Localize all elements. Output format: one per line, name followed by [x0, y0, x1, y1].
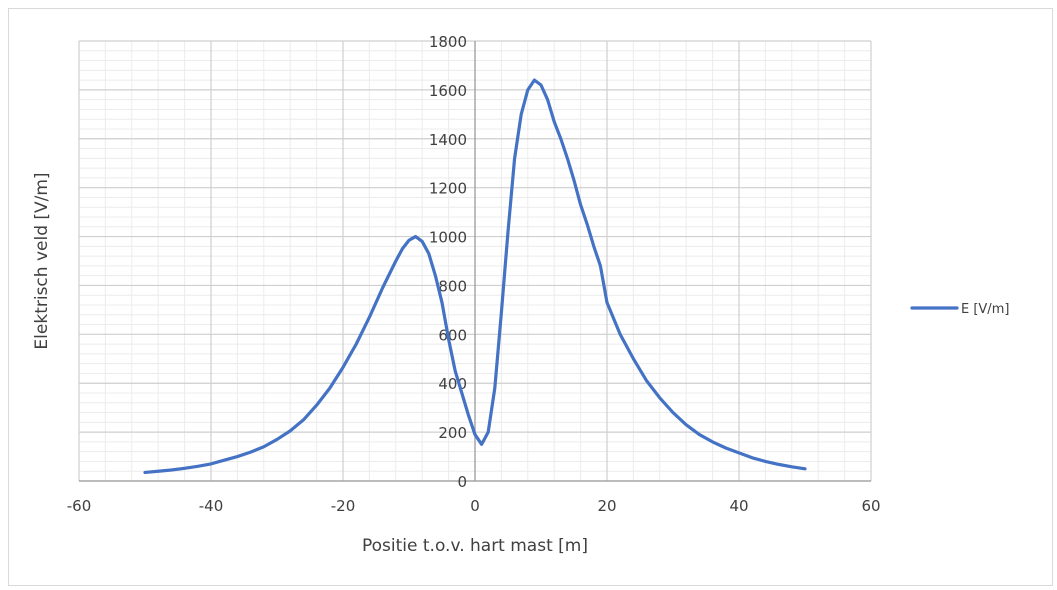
- data-point: [804, 468, 806, 470]
- data-point: [764, 460, 766, 462]
- data-point: [342, 366, 344, 368]
- y-tick-label: 200: [438, 424, 467, 442]
- data-point: [467, 414, 469, 416]
- chart-svg: -60 -40 -20 0 20 40 60 02004006008001000120014…: [32, 33, 1009, 556]
- chart-frame: -60 -40 -20 0 20 40 60 0 200 400 600 800 1000 1200 14…: [8, 8, 1053, 586]
- data-point: [395, 260, 397, 262]
- data-point: [738, 452, 740, 454]
- data-point: [210, 463, 212, 465]
- data-point: [315, 404, 317, 406]
- data-point: [560, 138, 562, 140]
- data-point: [725, 447, 727, 449]
- y-tick-label: 1000: [429, 229, 467, 247]
- data-point: [454, 370, 456, 372]
- major-grid: [78, 40, 872, 482]
- data-point: [513, 157, 515, 159]
- data-point: [223, 459, 225, 461]
- legend: E [V/m]: [910, 302, 1009, 317]
- data-point: [791, 466, 793, 468]
- legend-label: E [V/m]: [961, 302, 1009, 317]
- data-point: [408, 239, 410, 241]
- data-point: [645, 380, 647, 382]
- data-point: [685, 424, 687, 426]
- x-tick-labels: -60 -40 -20 0 20 40 60: [67, 497, 881, 515]
- data-point: [698, 433, 700, 435]
- data-point: [573, 179, 575, 181]
- data-point: [533, 79, 535, 81]
- data-point: [494, 387, 496, 389]
- data-point: [302, 419, 304, 421]
- x-tick-label: 20: [597, 497, 616, 515]
- data-point: [249, 451, 251, 453]
- y-axis-title: Elektrisch veld [V/m]: [32, 172, 52, 349]
- data-point: [183, 467, 185, 469]
- data-point: [659, 397, 661, 399]
- series-line-e: [143, 78, 807, 475]
- x-tick-label: 0: [470, 497, 480, 515]
- data-point: [566, 157, 568, 159]
- data-point: [144, 471, 146, 473]
- y-tick-label: 0: [457, 473, 467, 491]
- x-tick-label: -20: [331, 497, 356, 515]
- data-point: [197, 465, 199, 467]
- data-point: [599, 265, 601, 267]
- data-point: [606, 301, 608, 303]
- data-point: [672, 411, 674, 413]
- data-point: [553, 120, 555, 122]
- data-point: [487, 431, 489, 433]
- y-tick-label: 600: [438, 326, 467, 344]
- data-point: [447, 338, 449, 340]
- data-point: [593, 245, 595, 247]
- y-tick-label: 800: [438, 277, 467, 295]
- data-point: [434, 274, 436, 276]
- data-point: [401, 248, 403, 250]
- data-point: [711, 441, 713, 443]
- data-point: [579, 204, 581, 206]
- data-point: [421, 240, 423, 242]
- data-point: [276, 438, 278, 440]
- data-point: [520, 113, 522, 115]
- data-point: [170, 469, 172, 471]
- data-point: [368, 316, 370, 318]
- data-point: [428, 252, 430, 254]
- x-tick-label: -60: [67, 497, 92, 515]
- data-point: [586, 223, 588, 225]
- data-point: [546, 98, 548, 100]
- data-point: [355, 343, 357, 345]
- data-point: [263, 446, 265, 448]
- data-point: [441, 301, 443, 303]
- x-tick-label: 40: [729, 497, 748, 515]
- x-axis-title: Positie t.o.v. hart mast [m]: [362, 536, 588, 556]
- data-point: [751, 457, 753, 459]
- y-tick-label: 1200: [429, 180, 467, 198]
- data-point: [289, 430, 291, 432]
- data-point: [777, 463, 779, 465]
- data-point: [157, 470, 159, 472]
- data-point: [329, 387, 331, 389]
- data-point: [236, 455, 238, 457]
- x-tick-label: 60: [861, 497, 880, 515]
- data-point: [474, 433, 476, 435]
- y-tick-label: 1600: [429, 82, 467, 100]
- data-point: [414, 235, 416, 237]
- data-point: [461, 392, 463, 394]
- data-point: [381, 287, 383, 289]
- data-point: [500, 311, 502, 313]
- data-point: [507, 230, 509, 232]
- data-point: [540, 84, 542, 86]
- data-point: [632, 358, 634, 360]
- data-point: [480, 443, 482, 445]
- x-tick-label: -40: [199, 497, 224, 515]
- data-point: [619, 333, 621, 335]
- y-tick-label: 1800: [429, 33, 467, 51]
- data-point: [527, 89, 529, 91]
- y-tick-label: 1400: [429, 131, 467, 149]
